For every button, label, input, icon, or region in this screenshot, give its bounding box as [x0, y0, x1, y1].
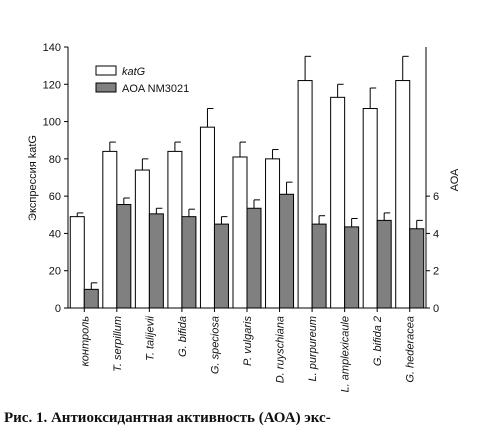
- bar: [362, 108, 378, 309]
- x-tick-label: G. bifida 2: [372, 316, 384, 366]
- bar: [344, 226, 360, 309]
- bar: [279, 193, 295, 309]
- y2-axis-label: АОА: [449, 168, 461, 191]
- bar: [232, 156, 248, 309]
- bar: [297, 80, 313, 309]
- y-tick-label: 140: [43, 42, 61, 54]
- bar: [199, 126, 215, 309]
- x-tick-label: L. purpureum: [307, 316, 319, 381]
- chart: Экспрессия katG АОА 0 20 40 60 80 100 120 140 0 2…: [27, 42, 461, 392]
- x-tick-label: T. serpillum: [112, 316, 124, 372]
- legend-label: AOA NM3021: [122, 83, 189, 95]
- bar: [148, 213, 164, 309]
- bar: [167, 150, 183, 309]
- bar: [246, 207, 262, 309]
- y2-tick-label: 6: [433, 191, 439, 203]
- bar: [116, 204, 132, 309]
- bar: [69, 216, 85, 309]
- x-tick-label: G. hederacea: [405, 316, 417, 383]
- x-tick-label: P. vulgaris: [242, 316, 254, 366]
- y-tick-label: 0: [55, 303, 61, 315]
- y-axis-label: Экспрессия katG: [27, 135, 39, 221]
- bar: [311, 223, 327, 309]
- y-tick-label: 60: [49, 191, 61, 203]
- x-tick-label: L. amplexicaule: [340, 316, 352, 392]
- y2-tick-label: 4: [433, 228, 439, 240]
- bar: [330, 96, 346, 309]
- x-tick-label: G. bifida: [177, 316, 189, 357]
- bar: [265, 158, 281, 309]
- x-tick-label: контроль: [79, 316, 91, 367]
- bar: [181, 216, 197, 309]
- bar: [102, 150, 118, 309]
- legend-label: katG: [122, 66, 146, 78]
- caption: Рис. 1. Антиоксидантная активность (АОА)…: [4, 410, 331, 426]
- y-tick-label: 40: [49, 228, 61, 240]
- y2-tick-label: 2: [433, 266, 439, 278]
- y-tick-label: 120: [43, 79, 61, 91]
- x-tick-label: G. speciosa: [209, 316, 221, 374]
- legend-swatch: [95, 82, 117, 93]
- bar: [395, 80, 411, 309]
- legend-swatch: [95, 65, 117, 76]
- y-tick-label: 80: [49, 154, 61, 166]
- bar: [83, 288, 99, 309]
- y2-tick-label: 0: [433, 303, 439, 315]
- bar: [134, 169, 150, 309]
- bar: [409, 228, 425, 309]
- x-tick-label: D. ruyschiana: [275, 316, 287, 383]
- x-tick-label: T. talijevii: [144, 315, 156, 360]
- bar: [213, 223, 229, 309]
- bar: [376, 219, 392, 309]
- y-tick-label: 20: [49, 266, 61, 278]
- y-tick-label: 100: [43, 117, 61, 129]
